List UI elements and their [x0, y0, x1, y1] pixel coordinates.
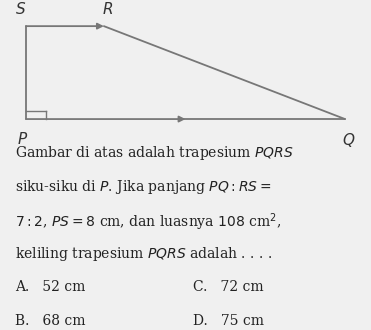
- Text: $P$: $P$: [17, 131, 28, 147]
- Text: siku-siku di $P$. Jika panjang $PQ : RS =$: siku-siku di $P$. Jika panjang $PQ : RS …: [15, 178, 271, 196]
- Text: Gambar di atas adalah trapesium $PQRS$: Gambar di atas adalah trapesium $PQRS$: [15, 144, 293, 162]
- Text: keliling trapesium $PQRS$ adalah . . . .: keliling trapesium $PQRS$ adalah . . . .: [15, 245, 272, 263]
- Text: D.   75 cm: D. 75 cm: [193, 314, 264, 328]
- Text: $Q$: $Q$: [342, 131, 355, 149]
- Text: $S$: $S$: [15, 1, 26, 17]
- Text: C.   72 cm: C. 72 cm: [193, 280, 263, 294]
- Text: B.   68 cm: B. 68 cm: [15, 314, 85, 328]
- Text: $R$: $R$: [102, 1, 113, 17]
- Text: $7 : 2$, $PS = 8$ cm, dan luasnya $108$ cm$^{2}$,: $7 : 2$, $PS = 8$ cm, dan luasnya $108$ …: [15, 211, 281, 233]
- Text: A.   52 cm: A. 52 cm: [15, 280, 85, 294]
